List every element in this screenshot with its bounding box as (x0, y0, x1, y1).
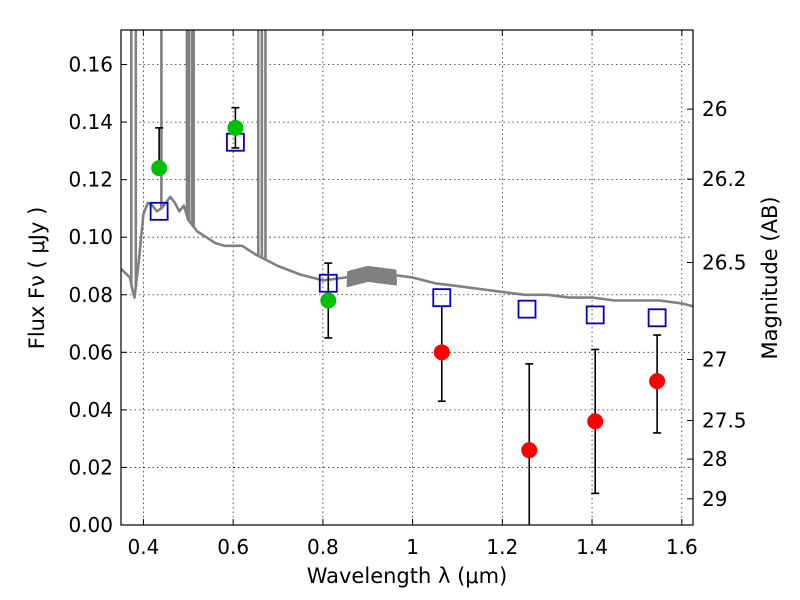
y-axis-label: Flux Fν ( μJy ) (25, 207, 49, 350)
y-tick-label: 0.06 (68, 340, 113, 364)
upper-limit-point (587, 413, 604, 430)
y2-tick-label: 26.5 (702, 251, 747, 275)
y2-tick-label: 27 (702, 348, 727, 372)
model-point (585, 305, 605, 325)
marker-layer (149, 119, 667, 459)
y2-tick-label: 26 (702, 97, 727, 121)
y2-tick-label: 29 (702, 487, 727, 511)
model-point (318, 273, 338, 293)
y-tick-label: 0.04 (68, 398, 113, 422)
y2-tick-label: 28 (702, 447, 727, 471)
model-point (432, 288, 452, 308)
y2-tick-label: 27.5 (702, 409, 747, 433)
template-spectrum-layer (121, 30, 693, 308)
plot-frame (120, 29, 694, 526)
detection-point (151, 160, 168, 177)
x-tick-label: 0.6 (217, 535, 249, 559)
x-tick-label: 1 (406, 535, 419, 559)
upper-limit-point (433, 344, 450, 361)
y-tick-label: 0.12 (68, 168, 113, 192)
model-point (517, 299, 537, 319)
y2-tick-label: 26.2 (702, 167, 747, 191)
model-point (647, 308, 667, 328)
upper-limit-point (521, 442, 538, 459)
y-tick-label: 0.00 (68, 513, 113, 537)
y-tick-label: 0.10 (68, 225, 113, 249)
y-tick-label: 0.16 (68, 53, 113, 77)
x-tick-label: 1.4 (576, 535, 608, 559)
upper-limit-point (649, 373, 666, 390)
x-tick-label: 0.8 (307, 535, 339, 559)
x-tick-label: 1.2 (486, 535, 518, 559)
y-tick-label: 0.14 (68, 110, 113, 134)
errorbar-layer (155, 106, 662, 525)
model-point (149, 201, 169, 221)
x-tick-label: 1.6 (666, 535, 698, 559)
grid (121, 30, 693, 526)
tick-layer: 0.4 0.6 0.8 1 1.2 1.4 1.6 0.00 0.02 0.04 0.06 0.08 0… (68, 30, 747, 559)
detection-point (227, 119, 244, 136)
detection-point (320, 292, 337, 309)
y-tick-label: 0.02 (68, 455, 113, 479)
x-tick-label: 0.4 (128, 535, 160, 559)
y2-axis-label: Magnitude (AB) (758, 196, 782, 359)
template-spectrum-line (121, 195, 693, 308)
template-absorption-features (346, 265, 398, 288)
x-axis-label: Wavelength λ (μm) (307, 564, 508, 588)
y-tick-label: 0.08 (68, 283, 113, 307)
